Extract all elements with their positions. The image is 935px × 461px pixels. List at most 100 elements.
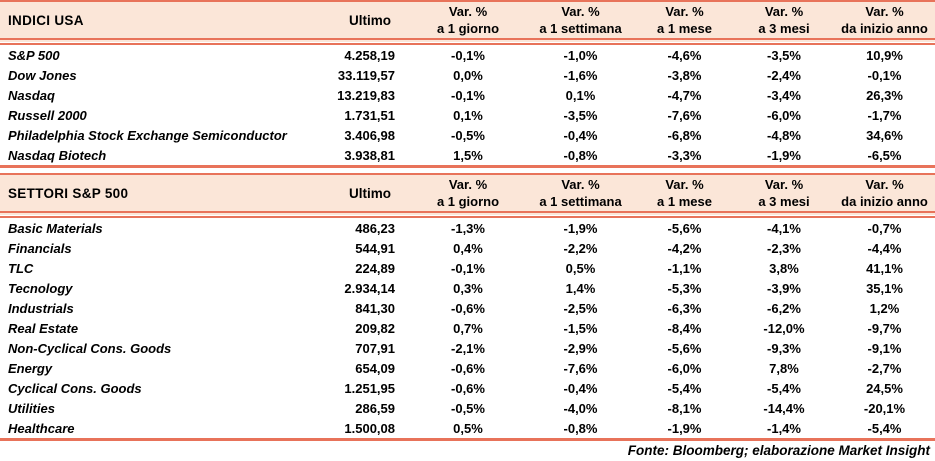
var-percent-label: Var. % bbox=[665, 4, 704, 19]
var-period-label: a 1 settimana bbox=[539, 194, 622, 209]
table-row: Philadelphia Stock Exchange Semiconducto… bbox=[0, 125, 935, 145]
indici-usa-header: INDICI USA Ultimo Var. % a 1 giorno Var.… bbox=[0, 0, 935, 45]
var-value: -4,7% bbox=[667, 87, 702, 103]
var-value: 10,9% bbox=[866, 47, 903, 63]
row-label: Non-Cyclical Cons. Goods bbox=[8, 340, 172, 356]
var-value: 3,8% bbox=[769, 260, 799, 276]
var-value: -0,4% bbox=[563, 380, 598, 396]
source-note: Fonte: Bloomberg; elaborazione Market In… bbox=[627, 443, 930, 458]
settori-sp500-table: SETTORI S&P 500 Ultimo Var. % a 1 giorno… bbox=[0, 173, 935, 441]
var-value: -4,4% bbox=[867, 240, 902, 256]
var-value: 0,5% bbox=[565, 260, 596, 276]
var-value: -1,4% bbox=[734, 418, 834, 441]
row-label: Energy bbox=[8, 360, 53, 376]
table-row: Utilities 286,59 -0,5% -4,0% -8,1% -14,4% -20,… bbox=[0, 398, 935, 418]
table-row: TLC 224,89 -0,1% 0,5% -1,1% 3,8% 41,1% bbox=[0, 258, 935, 278]
var-value: -1,9% bbox=[563, 220, 598, 236]
var-value: -0,8% bbox=[526, 418, 635, 441]
settori-sp500-header: SETTORI S&P 500 Ultimo Var. % a 1 giorno… bbox=[0, 173, 935, 218]
ultimo-value: 1.731,51 bbox=[344, 107, 395, 123]
var-value: -5,4% bbox=[834, 418, 935, 441]
var-percent-label: Var. % bbox=[448, 177, 488, 192]
table-row: Basic Materials 486,23 -1,3% -1,9% -5,6% -4,1… bbox=[0, 215, 935, 239]
var-value: -4,2% bbox=[667, 240, 702, 256]
var-value: -3,5% bbox=[563, 107, 598, 123]
var-value: 0,1% bbox=[453, 107, 483, 123]
var-value: -2,4% bbox=[767, 67, 801, 83]
table-row: Dow Jones 33.119,57 0,0% -1,6% -3,8% -2,4% -0,… bbox=[0, 65, 935, 85]
var-value: -0,1% bbox=[451, 87, 485, 103]
var-period-label: a 1 mese bbox=[657, 194, 712, 209]
column-header-var-inizio-anno: Var. % da inizio anno bbox=[834, 173, 935, 218]
var-value: -9,7% bbox=[867, 320, 902, 336]
ultimo-value: 3.406,98 bbox=[344, 127, 395, 143]
column-header-ultimo: Ultimo bbox=[330, 173, 410, 218]
var-value: 7,8% bbox=[769, 360, 799, 376]
var-value: -0,4% bbox=[563, 127, 598, 143]
var-value: -1,6% bbox=[563, 67, 598, 83]
var-percent-label: Var. % bbox=[448, 4, 488, 19]
column-header-var-1-settimana: Var. % a 1 settimana bbox=[526, 173, 635, 218]
var-value: -6,8% bbox=[667, 127, 702, 143]
var-value: -0,5% bbox=[451, 400, 485, 416]
var-percent-label: Var. % bbox=[665, 177, 704, 192]
var-period-label: a 3 mesi bbox=[758, 21, 810, 36]
var-value: 1,5% bbox=[410, 145, 526, 168]
column-header-var-1-giorno: Var. % a 1 giorno bbox=[410, 0, 526, 45]
var-percent-label: Var. % bbox=[865, 177, 904, 192]
settori-sp500-body: Basic Materials 486,23 -1,3% -1,9% -5,6% -4,1… bbox=[0, 215, 935, 441]
ultimo-value: 841,30 bbox=[355, 300, 395, 316]
var-value: -0,1% bbox=[451, 47, 485, 63]
row-label: Real Estate bbox=[8, 320, 79, 336]
column-header-var-1-mese: Var. % a 1 mese bbox=[635, 0, 734, 45]
ultimo-value: 33.119,57 bbox=[337, 67, 395, 83]
column-header-var-1-mese: Var. % a 1 mese bbox=[635, 173, 734, 218]
var-value: -0,6% bbox=[451, 360, 485, 376]
table-title-indici-usa: INDICI USA bbox=[0, 0, 330, 45]
indici-usa-body: S&P 500 4.258,19 -0,1% -1,0% -4,6% -3,5% 10,9%… bbox=[0, 42, 935, 168]
table-row: Financials 544,91 0,4% -2,2% -4,2% -2,3% -4,4% bbox=[0, 238, 935, 258]
var-value: -6,0% bbox=[667, 360, 702, 376]
var-value: -2,5% bbox=[563, 300, 598, 316]
var-value: -6,0% bbox=[767, 107, 801, 123]
var-value: -2,3% bbox=[767, 240, 801, 256]
var-value: -7,6% bbox=[667, 107, 702, 123]
ultimo-value: 286,59 bbox=[355, 400, 395, 416]
var-value: 0,1% bbox=[565, 87, 596, 103]
var-value: -0,8% bbox=[526, 145, 635, 168]
var-value: -1,7% bbox=[867, 107, 902, 123]
var-value: 26,3% bbox=[866, 87, 903, 103]
var-value: -8,4% bbox=[667, 320, 702, 336]
var-value: 0,4% bbox=[453, 240, 483, 256]
var-value: -4,0% bbox=[563, 400, 598, 416]
row-label: Utilities bbox=[8, 400, 55, 416]
var-value: -1,3% bbox=[451, 220, 485, 236]
var-period-label: a 1 giorno bbox=[436, 21, 500, 36]
var-value: 24,5% bbox=[866, 380, 903, 396]
table-row: Real Estate 209,82 0,7% -1,5% -8,4% -12,0% -9,… bbox=[0, 318, 935, 338]
column-header-var-inizio-anno: Var. % da inizio anno bbox=[834, 0, 935, 45]
var-value: -3,4% bbox=[767, 87, 801, 103]
row-label: Dow Jones bbox=[8, 67, 77, 83]
var-value: -20,1% bbox=[863, 400, 906, 416]
var-period-label: a 3 mesi bbox=[758, 194, 810, 209]
var-percent-label: Var. % bbox=[561, 4, 600, 19]
table-row: Tecnology 2.934,14 0,3% 1,4% -5,3% -3,9% 35,1% bbox=[0, 278, 935, 298]
var-value: -3,5% bbox=[767, 47, 801, 63]
row-label: Philadelphia Stock Exchange Semiconducto… bbox=[8, 127, 287, 143]
column-header-var-3-mesi: Var. % a 3 mesi bbox=[734, 0, 834, 45]
var-value: -8,1% bbox=[667, 400, 702, 416]
ultimo-value: 224,89 bbox=[355, 260, 395, 276]
ultimo-value: 2.934,14 bbox=[344, 280, 395, 296]
var-value: -1,0% bbox=[563, 47, 598, 63]
var-value: -5,4% bbox=[767, 380, 801, 396]
table-row: S&P 500 4.258,19 -0,1% -1,0% -4,6% -3,5% 10,9% bbox=[0, 42, 935, 66]
table-row: Non-Cyclical Cons. Goods 707,91 -2,1% -2,9%… bbox=[0, 338, 935, 358]
var-value: -0,5% bbox=[451, 127, 485, 143]
var-value: -1,9% bbox=[635, 418, 734, 441]
table-row: Industrials 841,30 -0,6% -2,5% -6,3% -6,2% 1,2… bbox=[0, 298, 935, 318]
var-value: -5,3% bbox=[667, 280, 702, 296]
table-row: Healthcare 1.500,08 0,5% -0,8% -1,9% -1,4% -5,… bbox=[0, 418, 935, 441]
var-value: 1,4% bbox=[565, 280, 596, 296]
var-value: 0,5% bbox=[410, 418, 526, 441]
